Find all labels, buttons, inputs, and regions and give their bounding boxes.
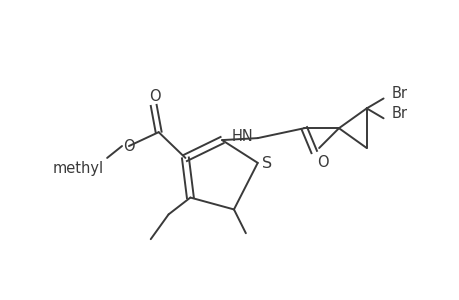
- Text: S: S: [261, 156, 271, 171]
- Text: HN: HN: [231, 129, 253, 144]
- Text: O: O: [317, 155, 328, 170]
- Text: O: O: [123, 139, 134, 154]
- Text: O: O: [149, 89, 160, 104]
- Text: Br: Br: [391, 86, 407, 101]
- Text: methyl: methyl: [53, 161, 104, 176]
- Text: Br: Br: [391, 106, 407, 121]
